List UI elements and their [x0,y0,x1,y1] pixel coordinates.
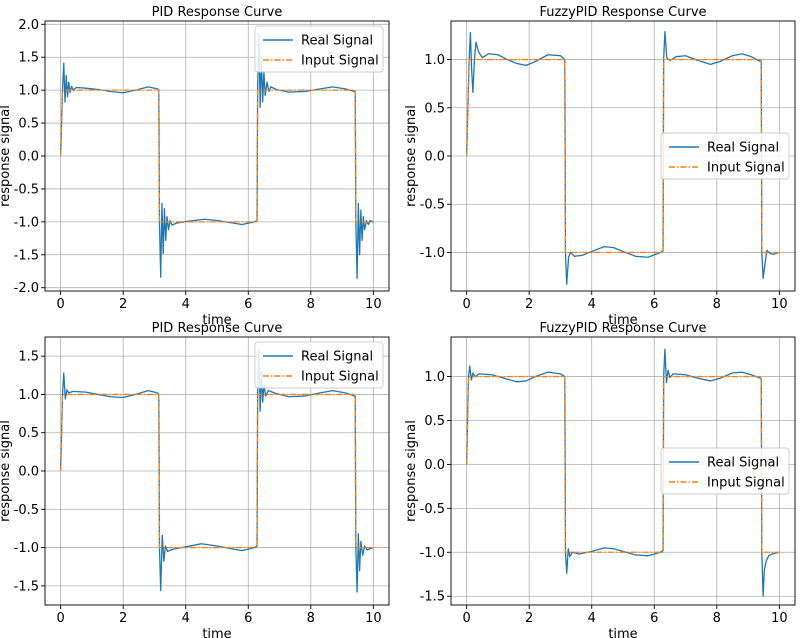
legend: Real Signal Input Signal [254,25,384,73]
y-tick-label: -0.5 [420,502,445,517]
y-tick-label: -0.5 [14,503,39,518]
x-axis-label: time [202,627,231,638]
x-tick-label: 6 [244,297,252,312]
input-signal-line [465,58,780,254]
x-tick-label: 8 [713,611,721,626]
y-tick-label: -2.0 [14,281,39,296]
axes-frame [450,336,796,606]
x-tick-label: 2 [525,297,533,312]
y-tick-label: -1.0 [420,546,445,561]
y-tick-label: 1.5 [18,51,39,66]
chart-3: 0 2 4 6 8 10 1.5 1.0 0.5 0.0 -0.5 -1.0 -1.5 PID Respo… [0,321,390,638]
chart-title: FuzzyPID Response Curve [539,5,706,20]
y-tick-label: -1.5 [420,590,445,605]
chart-4: 0 2 4 6 8 10 1.0 0.5 0.0 -0.5 -1.0 -1.5 FuzzyPID Res… [404,321,796,638]
y-tick-label: 1.0 [424,370,445,385]
chart-2: 0 2 4 6 8 10 1.0 0.5 0.0 -0.5 -1.0 FuzzyPID Respons… [404,5,796,328]
x-tick-label: 0 [56,297,64,312]
chart-title: PID Response Curve [152,5,283,20]
input-signal-line [59,89,374,223]
x-tick-label: 2 [119,297,127,312]
y-axis-label: response signal [404,105,419,207]
legend-label: Input Signal [301,370,379,385]
x-tick-label: 6 [244,611,252,626]
x-tick-label: 4 [588,297,596,312]
x-tick-label: 4 [182,611,190,626]
y-tick-label: 1.0 [424,53,445,68]
x-tick-label: 8 [713,297,721,312]
y-tick-label: 0.0 [424,458,445,473]
x-tick-label: 10 [365,297,382,312]
input-signal-line [59,393,374,549]
legend-label: Real Signal [301,34,373,49]
y-tick-label: -1.0 [14,215,39,230]
x-tick-label: 4 [182,297,190,312]
legend-label: Input Signal [301,54,379,69]
y-tick-label: 0.0 [18,465,39,480]
legend-label: Real Signal [301,350,373,365]
y-tick-label: -1.0 [14,541,39,556]
x-tick-label: 4 [588,611,596,626]
y-tick-label: 0.5 [424,101,445,116]
y-tick-label: -1.5 [14,248,39,263]
y-tick-label: 0.0 [424,150,445,165]
real-signal-line [465,30,780,285]
x-tick-label: 0 [462,611,470,626]
legend-label: Real Signal [707,141,779,156]
x-tick-label: 6 [650,611,658,626]
y-tick-label: 1.0 [18,388,39,403]
legend: Real Signal Input Signal [254,341,384,389]
x-tick-label: 0 [462,297,470,312]
legend-label: Input Signal [707,161,785,176]
y-tick-label: 0.0 [18,150,39,165]
y-tick-label: 0.5 [424,414,445,429]
x-tick-label: 10 [771,611,788,626]
y-axis-label: response signal [404,420,419,522]
x-tick-label: 6 [650,297,658,312]
x-tick-label: 2 [119,611,127,626]
y-tick-label: -1.5 [14,579,39,594]
y-axis-label: response signal [0,105,13,207]
y-tick-label: 1.0 [18,84,39,99]
y-tick-label: 0.5 [18,117,39,132]
x-tick-label: 2 [525,611,533,626]
x-tick-label: 8 [307,297,315,312]
y-tick-label: -1.0 [420,246,445,261]
x-tick-label: 10 [365,611,382,626]
y-tick-label: 2.0 [18,18,39,33]
x-axis-label: time [608,313,637,328]
chart-title: PID Response Curve [152,321,283,336]
x-tick-label: 8 [307,611,315,626]
x-tick-label: 0 [56,611,64,626]
legend: Real Signal Input Signal [660,132,790,180]
y-tick-label: 0.5 [18,426,39,441]
y-axis-label: response signal [0,420,13,522]
y-tick-label: -0.5 [420,198,445,213]
legend: Real Signal Input Signal [660,447,790,495]
legend-label: Input Signal [707,476,785,491]
x-tick-label: 10 [771,297,788,312]
legend-label: Real Signal [707,456,779,471]
x-axis-label: time [608,627,637,638]
y-tick-label: 1.5 [18,350,39,365]
chart-title: FuzzyPID Response Curve [539,321,706,336]
chart-1: 0 2 4 6 8 10 2.0 1.5 1.0 0.5 0.0 -0.5 -1.0 -1.5 -2.0 PI… [0,5,390,328]
y-tick-label: -0.5 [14,182,39,197]
x-axis-label: time [202,313,231,328]
